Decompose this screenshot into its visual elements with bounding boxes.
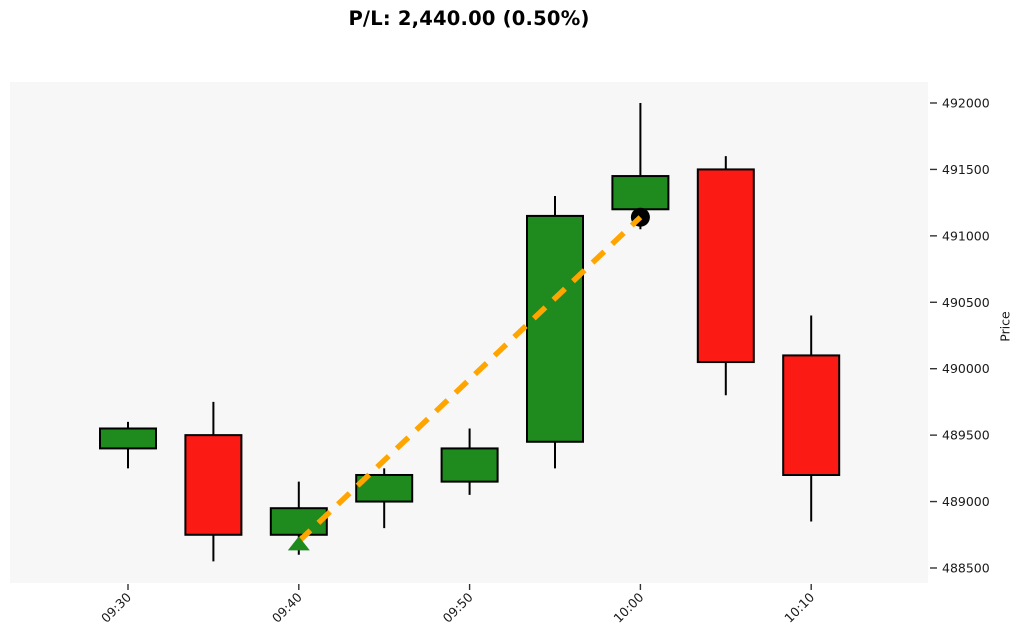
candle-body (184, 434, 243, 536)
y-axis-tick-label: 491000 (942, 228, 990, 243)
x-axis-tick-label: 09:50 (440, 589, 476, 625)
candle-body (99, 427, 157, 450)
y-axis-label: Price (997, 311, 1013, 342)
x-axis-tick-label: 09:30 (98, 589, 134, 625)
candle-body (440, 447, 499, 483)
y-axis-tick-label: 491500 (942, 162, 990, 177)
y-axis-tick-label: 490000 (942, 361, 990, 376)
x-axis-tick-label: 10:10 (781, 589, 817, 625)
candle-body (526, 214, 584, 443)
candle-body (696, 168, 755, 364)
plot-area (10, 82, 928, 583)
trade-line (296, 215, 643, 544)
candle-body (782, 354, 841, 476)
candle-body (611, 175, 670, 211)
entry-marker (287, 536, 310, 551)
x-axis-tick-label: 10:00 (610, 589, 646, 625)
y-axis-tick-label: 492000 (942, 95, 990, 110)
candle-body (269, 507, 328, 536)
y-axis-tick-label: 489000 (942, 494, 990, 509)
chart-title: P/L: 2,440.00 (0.50%) (348, 7, 590, 30)
y-axis-tick-label: 490500 (942, 295, 990, 310)
y-axis-tick-label: 488500 (942, 560, 990, 575)
y-axis-tick-label: 489500 (942, 428, 990, 443)
x-axis-tick-label: 09:40 (269, 589, 305, 625)
